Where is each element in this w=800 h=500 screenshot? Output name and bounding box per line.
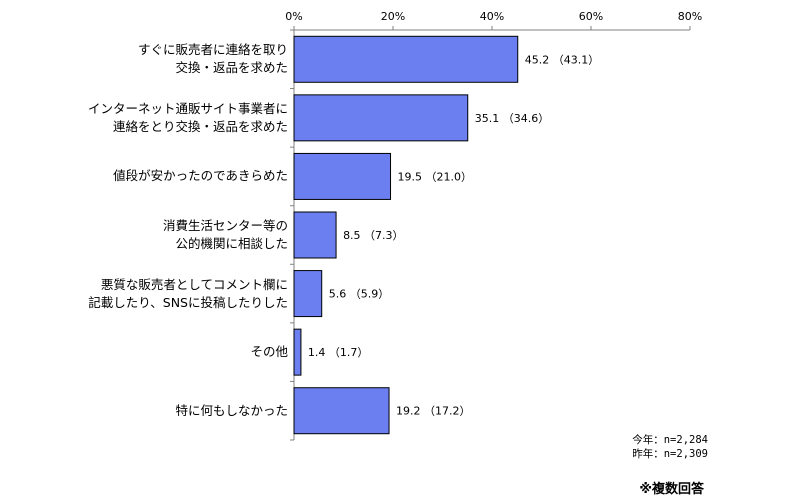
category-label: インターネット通販サイト事業者に連絡をとり交換・返品を求めた [28, 100, 288, 136]
category-label-line: インターネット通販サイト事業者に [87, 100, 288, 116]
data-label: 19.2 （17.2） [396, 405, 470, 418]
bar [293, 328, 302, 376]
category-label-line: すぐに販売者に連絡を取り [137, 42, 288, 58]
bar [293, 152, 392, 200]
category-label-line: 悪質な販売者としてコメント欄に [100, 276, 288, 292]
bar [293, 387, 390, 435]
category-label-line: 特に何もしなかった [175, 402, 288, 418]
category-label-line: 連絡をとり交換・返品を求めた [112, 118, 288, 134]
sample-size-this-year: 今年：n=2,284 [632, 434, 708, 446]
category-label: 悪質な販売者としてコメント欄に記載したり、SNSに投稿したりした [28, 276, 288, 312]
data-label: 8.5 （7.3） [343, 229, 403, 242]
category-label-line: 公的機関に相談した [175, 236, 288, 251]
category-label: その他 [28, 343, 288, 361]
data-label: 19.5 （21.0） [398, 170, 472, 183]
category-label-line: 消費生活センター等の [162, 218, 288, 233]
category-label: 値段が安かったのであきらめた [28, 167, 288, 185]
category-label: 消費生活センター等の公的機関に相談した [28, 217, 288, 253]
data-label: 5.6 （5.9） [329, 288, 389, 301]
x-tick-label: 60% [579, 10, 603, 23]
category-label: すぐに販売者に連絡を取り交換・返品を求めた [28, 41, 288, 77]
category-label-line: その他 [250, 344, 288, 360]
category-label-line: 値段が安かったのであきらめた [113, 168, 288, 184]
bar [293, 270, 323, 318]
data-label: 45.2 （43.1） [525, 53, 599, 66]
x-tick-label: 40% [480, 10, 504, 23]
category-label-line: 交換・返品を求めた [175, 60, 288, 76]
category-label-line: 記載したり、SNSに投稿したりした [88, 294, 288, 310]
bar [293, 35, 519, 83]
x-tick-label: 20% [381, 10, 405, 23]
multiple-answers-note: ※複数回答 [639, 482, 704, 497]
bar [293, 94, 469, 142]
data-label: 1.4 （1.7） [308, 346, 368, 359]
category-label: 特に何もしなかった [28, 402, 288, 420]
bar [293, 211, 337, 259]
x-tick-label: 0% [285, 10, 302, 23]
data-label: 35.1 （34.6） [475, 112, 549, 125]
sample-size-last-year: 昨年：n=2,309 [632, 448, 708, 460]
x-tick-label: 80% [678, 10, 702, 23]
